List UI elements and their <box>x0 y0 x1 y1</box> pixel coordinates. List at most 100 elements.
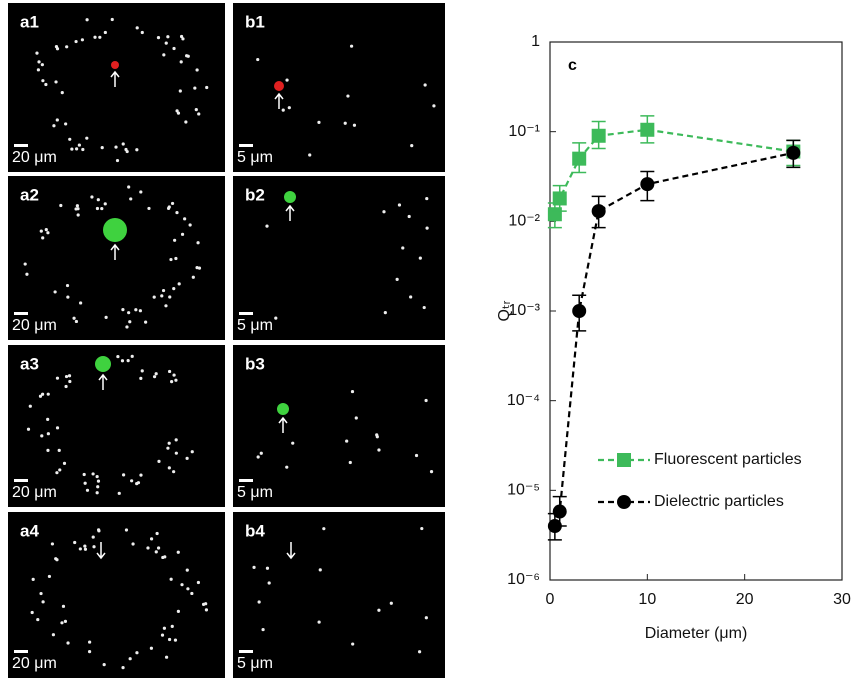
bead <box>189 223 192 226</box>
bead <box>31 611 34 614</box>
bead <box>129 657 132 660</box>
bead <box>168 205 171 208</box>
bead <box>66 641 69 644</box>
bead <box>37 60 40 63</box>
bead <box>172 47 175 50</box>
bead <box>322 527 325 530</box>
panel-label: a1 <box>20 12 39 31</box>
bead <box>127 185 130 188</box>
bead <box>425 197 428 200</box>
particle <box>103 218 127 242</box>
bead <box>390 602 393 605</box>
y-tick-label: 10⁻⁴ <box>507 392 540 409</box>
bead <box>66 295 69 298</box>
bead <box>104 31 107 34</box>
bead <box>105 316 108 319</box>
bead <box>349 461 352 464</box>
bead <box>177 112 180 115</box>
bead <box>45 228 48 231</box>
bead <box>401 246 404 249</box>
bead <box>92 545 95 548</box>
bead <box>274 317 277 320</box>
y-tick-label: 1 <box>531 33 540 50</box>
legend-label: Dielectric particles <box>654 493 784 510</box>
bead <box>41 393 44 396</box>
bead <box>144 321 147 324</box>
bead <box>46 449 49 452</box>
micrograph <box>8 176 225 340</box>
bead <box>116 159 119 162</box>
bead <box>191 450 194 453</box>
bead <box>171 625 174 628</box>
bead <box>44 83 47 86</box>
bead <box>161 634 164 637</box>
bead <box>70 147 73 150</box>
marker <box>553 191 567 205</box>
bead <box>96 207 99 210</box>
scale-text: 5 μm <box>237 484 273 501</box>
scale-text: 5 μm <box>237 655 273 672</box>
y-axis-label: Qₜᵣ <box>496 300 513 321</box>
panel-label: b1 <box>245 12 265 31</box>
scale-text: 20 μm <box>12 484 57 501</box>
scale-text: 20 μm <box>12 317 57 334</box>
bead <box>24 262 27 265</box>
bead <box>419 257 422 260</box>
bead <box>265 225 268 228</box>
bead <box>423 306 426 309</box>
bead <box>126 150 129 153</box>
particle <box>277 403 289 415</box>
bead <box>100 207 103 210</box>
bead <box>165 42 168 45</box>
bead <box>101 146 104 149</box>
bead <box>78 143 81 146</box>
bead <box>47 393 50 396</box>
bead <box>55 471 58 474</box>
bead <box>61 91 64 94</box>
y-tick-label: 10⁻² <box>508 213 540 230</box>
bead <box>180 35 183 38</box>
bead <box>168 442 171 445</box>
bead <box>186 587 189 590</box>
bead <box>162 53 165 56</box>
bead <box>42 600 45 603</box>
bead <box>73 541 76 544</box>
scale-text: 5 μm <box>237 149 273 166</box>
bead <box>77 213 80 216</box>
bead <box>170 380 173 383</box>
bead <box>317 121 320 124</box>
bead <box>54 80 57 83</box>
bead <box>85 18 88 21</box>
bead <box>97 480 100 483</box>
scale-bar <box>239 312 253 315</box>
bead <box>96 491 99 494</box>
x-tick-label: 0 <box>546 591 555 608</box>
bead <box>125 325 128 328</box>
bead <box>172 470 175 473</box>
bead <box>79 547 82 550</box>
particle <box>274 81 284 91</box>
bead <box>90 195 93 198</box>
bead <box>168 638 171 641</box>
bead <box>172 287 175 290</box>
bead <box>175 452 178 455</box>
scale-bar <box>239 144 253 147</box>
bead <box>157 546 160 549</box>
bead <box>186 457 189 460</box>
bead <box>111 18 114 21</box>
bead <box>72 317 75 320</box>
bead <box>353 124 356 127</box>
bead <box>172 373 175 376</box>
bead <box>56 426 59 429</box>
bead <box>88 650 91 653</box>
bead <box>68 138 71 141</box>
bead <box>58 449 61 452</box>
bead <box>184 120 187 123</box>
bead <box>62 605 65 608</box>
bead <box>197 112 200 115</box>
bead <box>39 592 42 595</box>
bead <box>168 295 171 298</box>
bead <box>40 230 43 233</box>
bead <box>163 627 166 630</box>
bead <box>128 320 131 323</box>
